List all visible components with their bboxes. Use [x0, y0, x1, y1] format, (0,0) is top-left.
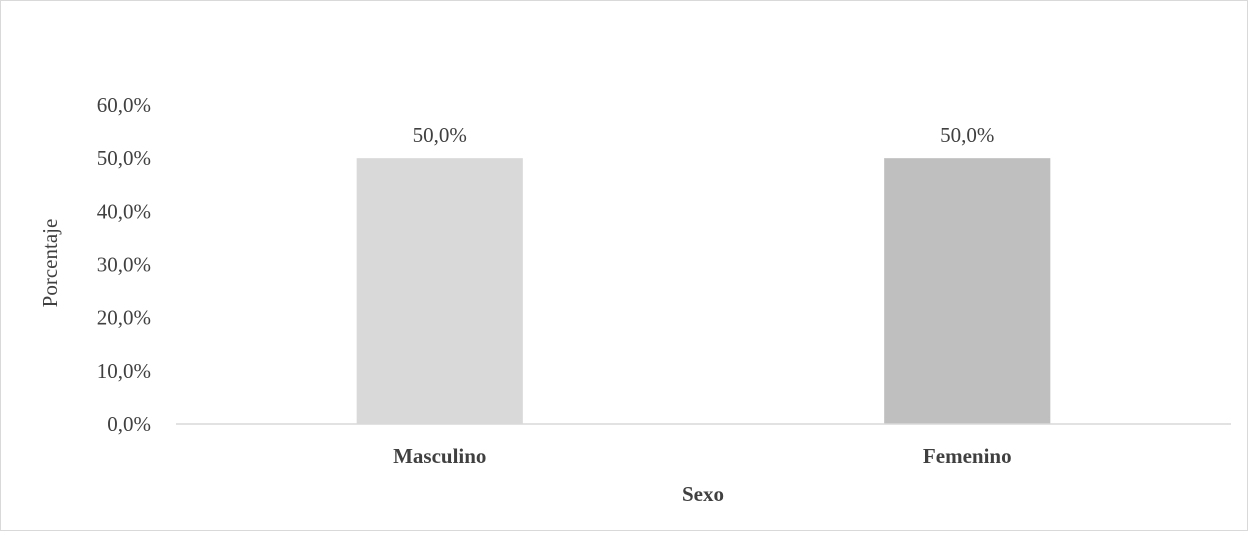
y-tick-label: 40,0%: [97, 199, 151, 223]
bar-femenino: [884, 158, 1051, 424]
y-axis-title: Porcentaje: [38, 219, 62, 308]
y-tick-label: 20,0%: [97, 306, 151, 330]
y-tick-label: 60,0%: [97, 93, 151, 117]
data-labels: 50,0% 50,0%: [413, 123, 995, 147]
y-tick-label: 0,0%: [107, 412, 151, 436]
x-tick-label-masculino: Masculino: [393, 444, 486, 468]
bar-masculino: [356, 158, 523, 424]
y-axis-ticks: 0,0% 10,0% 20,0% 30,0% 40,0% 50,0% 60,0%: [97, 93, 151, 436]
category-labels: Masculino Femenino: [393, 444, 1012, 468]
data-label-masculino: 50,0%: [413, 123, 467, 147]
data-label-femenino: 50,0%: [940, 123, 994, 147]
x-axis-title: Sexo: [682, 482, 724, 506]
y-tick-label: 50,0%: [97, 146, 151, 170]
x-tick-label-femenino: Femenino: [923, 444, 1012, 468]
y-tick-label: 30,0%: [97, 253, 151, 277]
bars: [356, 158, 1051, 424]
y-tick-label: 10,0%: [97, 359, 151, 383]
